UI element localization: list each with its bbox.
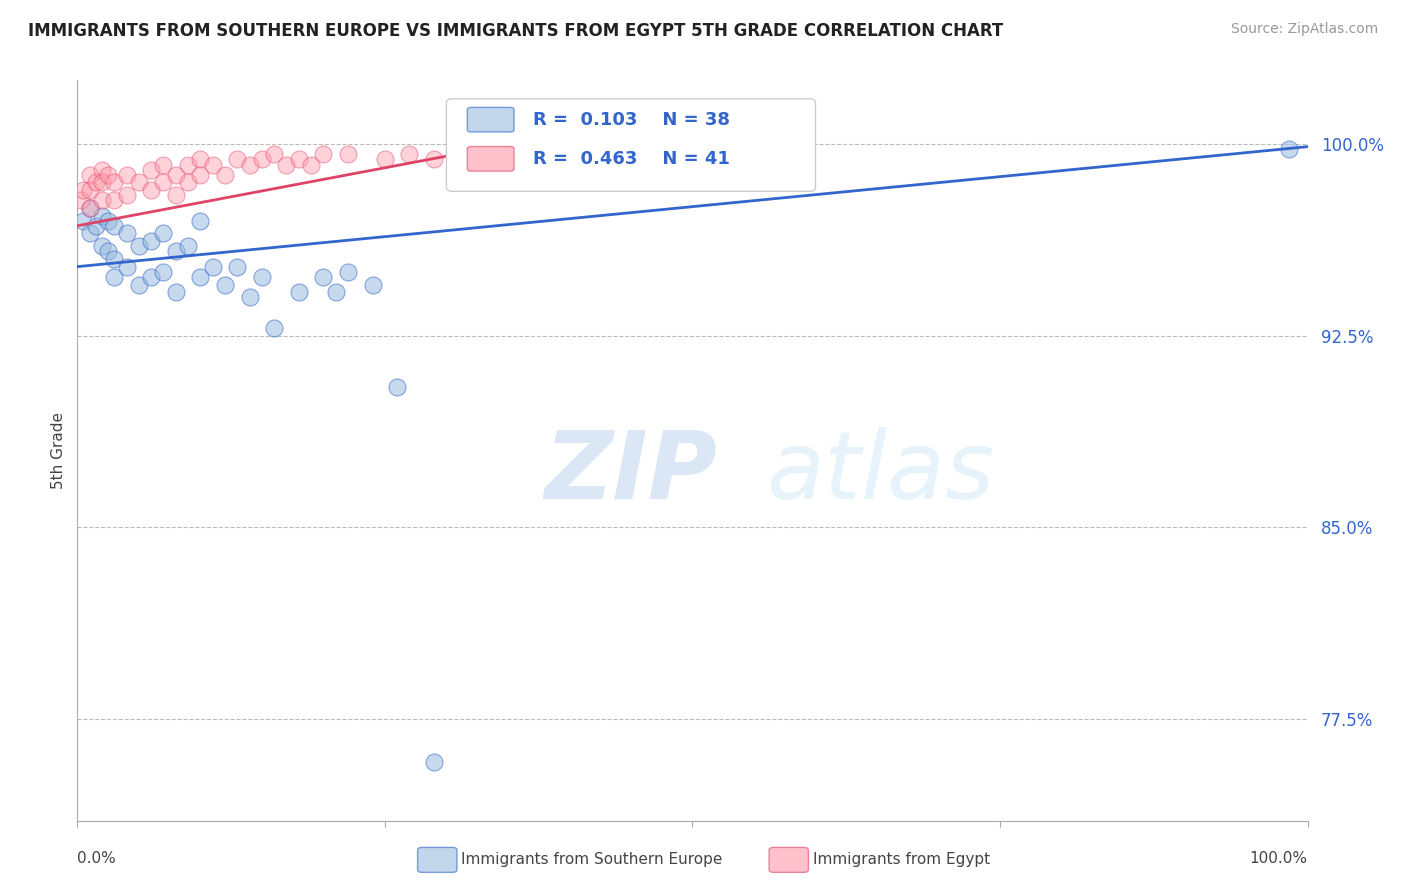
- FancyBboxPatch shape: [447, 99, 815, 191]
- Point: [90, 239, 114, 253]
- Point: [128, 277, 150, 292]
- Point: [201, 157, 224, 171]
- FancyBboxPatch shape: [467, 146, 515, 171]
- Point: [312, 269, 335, 284]
- Point: [165, 285, 187, 300]
- Point: [177, 175, 200, 189]
- Point: [152, 227, 174, 241]
- Point: [128, 239, 150, 253]
- Text: 100.0%: 100.0%: [1250, 851, 1308, 866]
- Point: [385, 379, 409, 393]
- Point: [263, 321, 285, 335]
- Point: [250, 153, 273, 167]
- Text: R =  0.103    N = 38: R = 0.103 N = 38: [533, 111, 730, 128]
- Point: [472, 147, 495, 161]
- Point: [337, 265, 360, 279]
- Point: [79, 168, 101, 182]
- Point: [70, 194, 93, 208]
- Point: [188, 269, 212, 284]
- Point: [226, 260, 249, 274]
- Point: [115, 168, 138, 182]
- Point: [115, 260, 138, 274]
- Point: [103, 194, 125, 208]
- Point: [165, 244, 187, 259]
- Point: [152, 265, 174, 279]
- Text: Immigrants from Egypt: Immigrants from Egypt: [813, 853, 990, 867]
- Point: [152, 175, 174, 189]
- Point: [128, 175, 150, 189]
- Point: [72, 213, 94, 227]
- Point: [226, 153, 249, 167]
- Point: [103, 252, 125, 266]
- Text: atlas: atlas: [766, 427, 994, 518]
- Point: [398, 147, 420, 161]
- Point: [103, 219, 125, 233]
- Point: [239, 290, 262, 304]
- Point: [84, 175, 107, 189]
- Point: [90, 194, 114, 208]
- Point: [115, 227, 138, 241]
- Point: [423, 153, 446, 167]
- Point: [263, 147, 285, 161]
- Point: [79, 227, 101, 241]
- Text: IMMIGRANTS FROM SOUTHERN EUROPE VS IMMIGRANTS FROM EGYPT 5TH GRADE CORRELATION C: IMMIGRANTS FROM SOUTHERN EUROPE VS IMMIG…: [28, 22, 1004, 40]
- Point: [79, 183, 101, 197]
- Point: [361, 277, 384, 292]
- Point: [72, 183, 94, 197]
- Point: [177, 239, 200, 253]
- Text: ZIP: ZIP: [546, 426, 717, 518]
- Point: [115, 188, 138, 202]
- Point: [288, 153, 311, 167]
- Point: [337, 147, 360, 161]
- Text: R =  0.463    N = 41: R = 0.463 N = 41: [533, 150, 730, 168]
- Point: [90, 162, 114, 177]
- Point: [325, 285, 347, 300]
- Point: [103, 269, 125, 284]
- Point: [288, 285, 311, 300]
- Point: [97, 213, 120, 227]
- Text: Immigrants from Southern Europe: Immigrants from Southern Europe: [461, 853, 723, 867]
- Point: [188, 153, 212, 167]
- Point: [1278, 142, 1301, 156]
- Point: [141, 234, 163, 248]
- Point: [97, 244, 120, 259]
- Point: [188, 213, 212, 227]
- Point: [79, 201, 101, 215]
- Point: [165, 188, 187, 202]
- Point: [141, 162, 163, 177]
- Point: [90, 209, 114, 223]
- Point: [374, 153, 396, 167]
- Point: [165, 168, 187, 182]
- Point: [250, 269, 273, 284]
- Point: [423, 755, 446, 769]
- Point: [79, 201, 101, 215]
- Y-axis label: 5th Grade: 5th Grade: [51, 412, 66, 489]
- Point: [239, 157, 262, 171]
- Point: [141, 269, 163, 284]
- Point: [84, 219, 107, 233]
- Point: [447, 147, 470, 161]
- Point: [201, 260, 224, 274]
- Point: [177, 157, 200, 171]
- Point: [141, 183, 163, 197]
- Point: [276, 157, 298, 171]
- Point: [90, 175, 114, 189]
- Text: 0.0%: 0.0%: [77, 851, 117, 866]
- Point: [299, 157, 322, 171]
- Point: [214, 168, 236, 182]
- Point: [152, 157, 174, 171]
- Point: [188, 168, 212, 182]
- FancyBboxPatch shape: [467, 107, 515, 132]
- Text: Source: ZipAtlas.com: Source: ZipAtlas.com: [1230, 22, 1378, 37]
- Point: [97, 168, 120, 182]
- Point: [103, 175, 125, 189]
- Point: [312, 147, 335, 161]
- Point: [214, 277, 236, 292]
